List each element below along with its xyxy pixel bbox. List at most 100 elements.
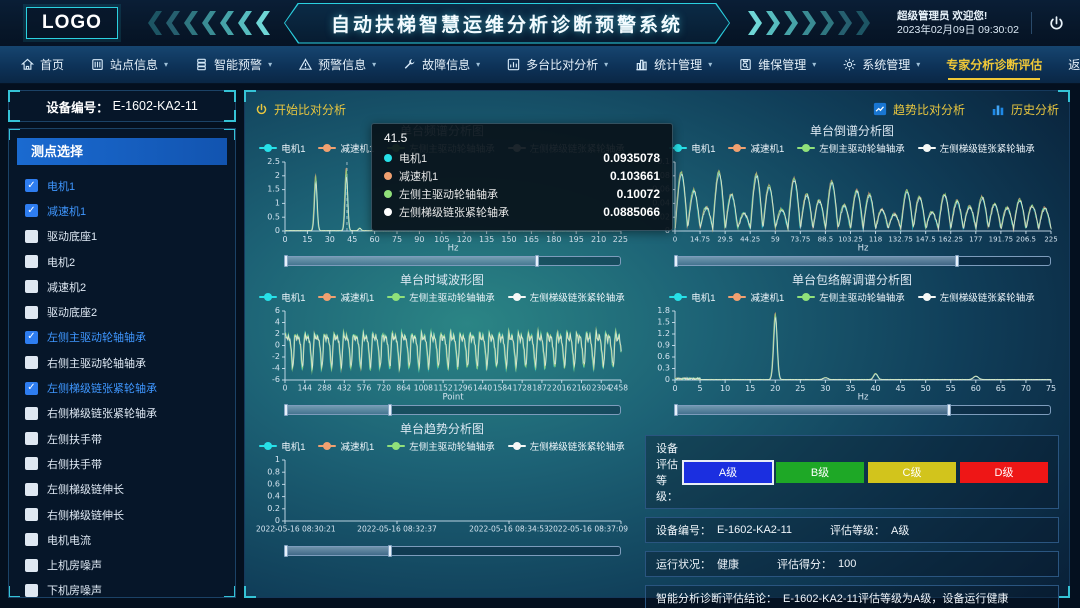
measure-point-item[interactable]: 右侧梯级链伸长 [17,502,227,527]
trend-compare-button[interactable]: 趋势比对分析 [873,101,965,118]
checkbox[interactable] [25,280,38,294]
checkbox[interactable] [25,558,38,572]
measure-point-item[interactable]: 驱动底座1 [17,224,227,249]
checkbox[interactable]: ✓ [25,204,38,218]
nav-item-11[interactable]: 返回上一页 [1058,46,1080,83]
nav-item-5[interactable]: 故障信息 ▾ [392,46,490,83]
envelope-zoom-slider[interactable] [674,404,1051,416]
zoom-handle-left[interactable] [674,255,678,267]
legend-item[interactable]: 电机1 [259,439,305,453]
measure-point-item[interactable]: 上机房噪声 [17,552,227,577]
measure-point-item[interactable]: 左侧扶手带 [17,426,227,451]
zoom-handle-right[interactable] [947,404,952,416]
checkbox[interactable] [25,255,38,269]
measure-point-label: 电机电流 [47,534,91,547]
measure-point-item[interactable]: 电机电流 [17,527,227,552]
checkbox[interactable] [25,406,38,420]
zoom-window[interactable] [676,257,957,265]
chart-legend: 电机1 减速机1 左侧主驱动轮轴轴承 左侧梯级链张紧轮轴承 [255,437,629,455]
checkbox[interactable] [25,482,38,496]
checkbox[interactable] [25,533,38,547]
measure-point-item[interactable]: ✓ 左侧主驱动轮轴轴承 [17,325,227,350]
nav-item-10[interactable]: 专家分析诊断评估 [936,46,1052,83]
zoom-handle-left[interactable] [284,404,288,416]
zoom-handle-left[interactable] [284,255,288,267]
grade-button-D级[interactable]: D级 [960,461,1048,483]
nav-item-1[interactable]: 首页 [10,46,74,83]
nav-item-6[interactable]: 多台比对分析 ▾ [496,46,618,83]
spectrum-zoom-slider[interactable] [284,255,621,267]
checkbox[interactable] [25,508,38,521]
legend-item[interactable]: 左侧主驱动轮轴轴承 [797,290,905,304]
start-compare-button[interactable]: 开始比对分析 [255,101,346,118]
legend-marker-icon [387,442,406,450]
measure-point-item[interactable]: 驱动底座2 [17,299,227,324]
nav-item-3[interactable]: 智能预警 ▾ [184,46,282,83]
legend-item[interactable]: 减速机1 [728,141,784,155]
legend-item[interactable]: 左侧梯级链张紧轮轴承 [917,290,1035,304]
time-waveform-zoom-slider[interactable] [284,404,621,416]
legend-marker-icon [259,144,278,152]
envelope-plot[interactable] [645,306,1059,402]
legend-item[interactable]: 减速机1 [318,141,374,155]
checkbox[interactable] [25,583,38,597]
legend-item[interactable]: 左侧主驱动轮轴轴承 [797,141,905,155]
measure-point-item[interactable]: ✓ 左侧梯级链张紧轮轴承 [17,375,227,400]
grade-button-C级[interactable]: C级 [868,461,956,483]
nav-item-4[interactable]: 预警信息 ▾ [288,46,386,83]
measure-point-item[interactable]: 减速机2 [17,274,227,299]
measure-point-item[interactable]: 左侧梯级链伸长 [17,477,227,502]
history-analysis-button[interactable]: 历史分析 [991,101,1059,118]
nav-item-9[interactable]: 系统管理 ▾ [832,46,930,83]
legend-item[interactable]: 电机1 [259,141,305,155]
checkbox[interactable] [25,229,38,243]
trend-plot[interactable] [255,455,629,543]
nav-item-7[interactable]: 统计管理 ▾ [624,46,722,83]
checkbox[interactable] [25,457,38,471]
checkbox[interactable] [25,432,38,446]
zoom-handle-left[interactable] [674,404,678,416]
trend-zoom-slider[interactable] [284,545,621,557]
legend-item[interactable]: 电机1 [669,141,715,155]
measure-point-item[interactable]: 右侧主驱动轮轴轴承 [17,350,227,375]
legend-item[interactable]: 电机1 [669,290,715,304]
zoom-window[interactable] [286,547,390,555]
legend-item[interactable]: 左侧主驱动轮轴轴承 [387,439,495,453]
measure-point-item[interactable]: 右侧扶手带 [17,451,227,476]
zoom-handle-right[interactable] [954,255,959,267]
zoom-handle-right[interactable] [387,545,392,557]
time-waveform-plot[interactable] [255,306,629,402]
nav-item-8[interactable]: 维保管理 ▾ [728,46,826,83]
legend-item[interactable]: 减速机1 [318,290,374,304]
legend-item[interactable]: 左侧梯级链张紧轮轴承 [507,439,625,453]
legend-item[interactable]: 左侧主驱动轮轴轴承 [387,290,495,304]
cepstrum-zoom-slider[interactable] [674,255,1051,267]
zoom-handle-right[interactable] [534,255,539,267]
zoom-window[interactable] [676,406,950,414]
legend-item[interactable]: 减速机1 [318,439,374,453]
zoom-window[interactable] [286,257,537,265]
zoom-handle-right[interactable] [387,404,392,416]
measure-point-item[interactable]: ✓ 减速机1 [17,198,227,223]
grade-button-A级[interactable]: A级 [682,459,774,485]
measure-point-item[interactable]: 右侧梯级链张紧轮轴承 [17,401,227,426]
legend-item[interactable]: 左侧梯级链张紧轮轴承 [917,141,1035,155]
legend-item[interactable]: 左侧梯级链张紧轮轴承 [507,290,625,304]
legend-item[interactable]: 减速机1 [728,290,784,304]
checkbox[interactable] [25,356,38,370]
cepstrum-plot[interactable] [645,157,1059,253]
power-button[interactable] [1044,11,1068,35]
measure-point-item[interactable]: 电机2 [17,249,227,274]
zoom-handle-left[interactable] [284,545,288,557]
legend-item[interactable]: 电机1 [259,290,305,304]
checkbox[interactable]: ✓ [25,330,38,344]
checkbox[interactable] [25,305,38,319]
legend-marker-icon [507,442,526,450]
grade-button-B级[interactable]: B级 [776,461,864,483]
zoom-window[interactable] [286,406,390,414]
checkbox[interactable]: ✓ [25,381,38,395]
nav-item-2[interactable]: 站点信息 ▾ [80,46,178,83]
checkbox[interactable]: ✓ [25,179,38,193]
measure-point-item[interactable]: 下机房噪声 [17,578,227,597]
measure-point-item[interactable]: ✓ 电机1 [17,173,227,198]
